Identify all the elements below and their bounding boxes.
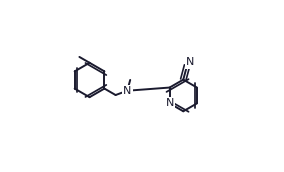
Text: N: N — [186, 57, 195, 67]
Text: N: N — [123, 86, 131, 96]
Text: N: N — [165, 98, 174, 108]
